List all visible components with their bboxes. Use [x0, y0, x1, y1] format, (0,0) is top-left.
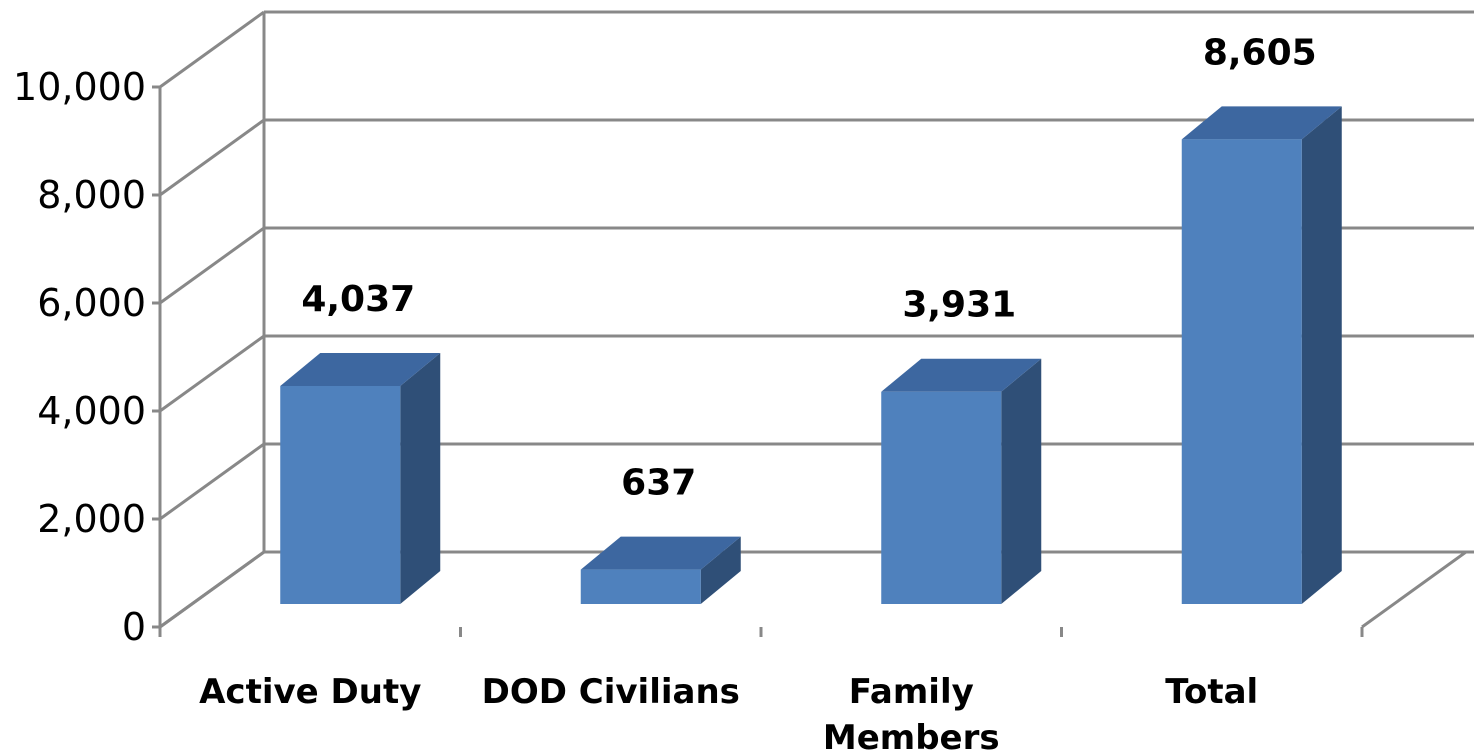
- bar-total: [1181, 106, 1342, 604]
- gridline-side: [159, 334, 265, 413]
- axes: 0 2,000 4,000 6,000 8,000 10,000: [13, 65, 1364, 649]
- bar-side: [1301, 106, 1342, 604]
- bar-top: [280, 353, 441, 387]
- bar-front: [881, 391, 1002, 604]
- bar-family-members: [881, 358, 1042, 604]
- y-tick-label: 0: [122, 605, 146, 649]
- gridline-side: [159, 226, 265, 305]
- bar-side: [400, 353, 441, 604]
- bar-front: [280, 386, 401, 604]
- x-category-label: DOD Civilians: [482, 672, 740, 712]
- x-category-label: Total: [1165, 672, 1258, 712]
- labels: 4,037 Active Duty 637 DOD Civilians 3,931 Fam…: [199, 32, 1317, 750]
- gridline-side: [159, 10, 265, 89]
- gridline-side: [159, 550, 265, 629]
- data-label: 4,037: [301, 279, 415, 320]
- bar-top: [881, 358, 1042, 392]
- bar-side: [1001, 358, 1042, 604]
- data-label: 8,605: [1203, 32, 1317, 73]
- data-label: 637: [621, 463, 696, 504]
- bar-active-duty: [280, 353, 441, 604]
- gridline-side: [159, 442, 265, 521]
- y-tick-label: 8,000: [37, 173, 146, 217]
- bar-top: [580, 536, 741, 570]
- bar-dod-civilians: [580, 536, 741, 604]
- x-category-label: Family Members: [823, 672, 1000, 750]
- gridlines: [159, 10, 1474, 629]
- y-tick-label: 10,000: [13, 65, 146, 109]
- y-tick-label: 4,000: [37, 389, 146, 433]
- x-category-label: Active Duty: [199, 672, 421, 712]
- bar-top: [1181, 106, 1342, 140]
- y-tick-label: 2,000: [37, 497, 146, 541]
- bar-front: [580, 569, 701, 604]
- gridline-side: [159, 118, 265, 197]
- bar-front: [1181, 139, 1302, 604]
- bar-side: [700, 536, 741, 604]
- data-label: 3,931: [902, 285, 1016, 326]
- y-tick-label: 6,000: [37, 281, 146, 325]
- bars: [280, 106, 1342, 604]
